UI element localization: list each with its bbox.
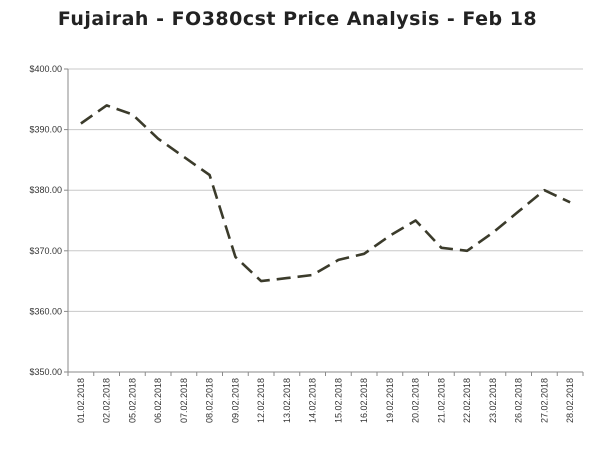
x-tick-label: 22.02.2018 [462,378,472,423]
x-tick-label: 05.02.2018 [127,378,137,423]
x-tick-label: 27.02.2018 [539,378,549,423]
data-point [543,189,545,191]
x-tick-label: 02.02.2018 [102,378,112,423]
x-tick-label: 07.02.2018 [179,378,189,423]
data-point [286,277,288,279]
data-point [492,231,494,233]
data-point [389,235,391,237]
x-tick-label: 06.02.2018 [153,378,163,423]
y-tick-label: $380.00 [29,185,62,195]
gridlines [68,68,583,312]
x-tick-label: 19.02.2018 [385,378,395,423]
data-point [260,280,262,282]
x-tick-label: 09.02.2018 [230,378,240,423]
y-tick-label: $350.00 [29,367,62,377]
x-tick-label: 12.02.2018 [256,378,266,423]
data-point [105,104,107,106]
axes [64,68,584,376]
data-point [157,138,159,140]
data-point [517,210,519,212]
x-tick-label: 15.02.2018 [333,378,343,423]
x-tick-label: 28.02.2018 [565,378,575,423]
y-tick-label: $370.00 [29,246,62,256]
data-point [80,122,82,124]
data-point [131,113,133,115]
data-point [183,156,185,158]
data-point [234,256,236,258]
x-tick-label: 08.02.2018 [205,378,215,423]
x-tick-label: 26.02.2018 [514,378,524,423]
x-tick-label: 23.02.2018 [488,378,498,423]
data-point [569,201,571,203]
x-tick-label: 21.02.2018 [436,378,446,423]
data-point [337,259,339,261]
data-point [440,247,442,249]
data-point [311,274,313,276]
data-point [414,219,416,221]
x-tick-label: 20.02.2018 [411,378,421,423]
y-tick-labels: $350.00 $360.00 $370.00 $380.00 $390.00 $400.… [29,64,62,377]
data-point [208,174,210,176]
x-tick-label: 13.02.2018 [282,378,292,423]
x-tick-label: 01.02.2018 [76,378,86,423]
x-tick-label: 16.02.2018 [359,378,369,423]
data-point [363,253,365,255]
y-tick-label: $390.00 [29,125,62,135]
series [80,104,571,283]
y-tick-label: $400.00 [29,64,62,74]
data-point [466,250,468,252]
y-tick-label: $360.00 [29,306,62,316]
chart-title: Fujairah - FO380cst Price Analysis - Feb… [57,8,538,30]
x-tick-label: 14.02.2018 [308,378,318,423]
x-tick-labels: 01.02.2018 02.02.2018 05.02.2018 06.02.2018… [76,378,575,423]
series-line [80,104,571,283]
